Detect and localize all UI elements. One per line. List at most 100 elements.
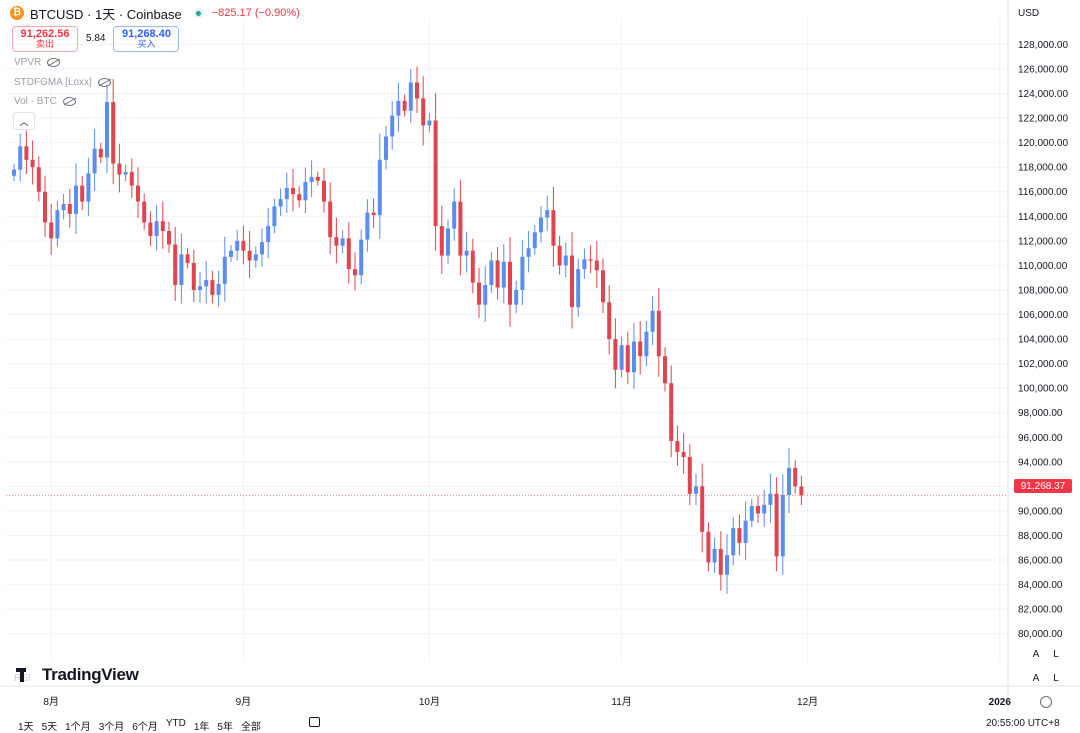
candle-body — [148, 222, 153, 236]
collapse-indicators-button[interactable]: ︿ — [13, 112, 35, 130]
candle-body — [198, 286, 202, 290]
currency-label: USD — [1018, 7, 1040, 19]
y-tick-label: 110,000.00 — [1018, 261, 1068, 272]
range-6m[interactable]: 6个月 — [132, 722, 158, 733]
candle-body — [508, 261, 512, 305]
candle-body — [291, 188, 295, 195]
candle — [613, 318, 618, 389]
candle-body — [67, 204, 72, 214]
currency-selector[interactable]: USD — [1012, 4, 1072, 22]
eye-off-icon[interactable] — [47, 58, 61, 67]
candle-body — [470, 250, 475, 283]
candle — [328, 182, 333, 255]
auto-scale-button[interactable]: A — [1032, 648, 1040, 660]
range-1m[interactable]: 1个月 — [65, 722, 91, 733]
y-tick-label: 84,000.00 — [1018, 580, 1063, 591]
indicator-vpvr[interactable]: VPVR — [14, 57, 61, 68]
candle — [632, 323, 636, 389]
y-tick-label: 122,000.00 — [1018, 114, 1068, 125]
candle-body — [712, 549, 717, 563]
bitcoin-icon: ₿ — [10, 6, 24, 20]
y-tick-label: 100,000.00 — [1018, 384, 1068, 395]
candle-body — [433, 120, 438, 227]
candle-body — [700, 486, 705, 532]
log-scale-button-lower[interactable]: L — [1053, 672, 1059, 684]
range-5d[interactable]: 5天 — [41, 722, 58, 733]
candle-body — [284, 188, 289, 200]
candle-body — [731, 528, 736, 556]
candle — [582, 248, 587, 279]
candle — [111, 79, 116, 185]
candle — [489, 251, 494, 293]
candle-body — [694, 486, 698, 494]
log-scale-button[interactable]: L — [1053, 648, 1059, 660]
spread-value: 5.84 — [86, 33, 106, 45]
candle — [780, 474, 785, 576]
candle-body — [439, 226, 444, 256]
candle — [669, 365, 674, 458]
candle — [179, 233, 184, 304]
range-1d[interactable]: 1天 — [18, 722, 34, 733]
y-tick-label: 82,000.00 — [1018, 605, 1063, 616]
candle — [142, 193, 147, 230]
candle — [198, 271, 202, 303]
chart-header: ₿ BTCUSD · 1天 · Coinbase −825.17 (−0.90%… — [10, 4, 300, 22]
tradingview-logo[interactable]: TradingView — [16, 665, 139, 685]
indicator-stdfgma[interactable]: STDFGMA [Loxx] — [14, 77, 111, 88]
candle — [557, 235, 562, 275]
y-tick-label: 126,000.00 — [1018, 64, 1068, 75]
candle — [253, 246, 258, 268]
y-tick-label: 102,000.00 — [1018, 359, 1068, 370]
candle — [508, 237, 512, 327]
candle — [427, 112, 432, 133]
indicator-volume[interactable]: Vol · BTC — [14, 96, 76, 107]
sell-button[interactable]: 91,262.56 卖出 — [12, 26, 78, 52]
candle-body — [235, 240, 240, 251]
candle-body — [452, 201, 457, 229]
current-price-label: 91,268.37 — [1014, 479, 1072, 493]
range-ytd[interactable]: YTD — [165, 718, 186, 729]
x-tick-label: 11月 — [611, 696, 631, 708]
candle-body — [18, 146, 23, 170]
candle-body — [638, 341, 643, 357]
indicator-label: Vol · BTC — [14, 96, 57, 107]
x-tick-label: 10月 — [419, 696, 440, 708]
range-1y[interactable]: 1年 — [193, 722, 210, 733]
candle — [241, 225, 246, 265]
time-readout[interactable]: 20:55:00 UTC+8 — [986, 718, 1060, 729]
candle — [563, 242, 568, 278]
candle — [92, 129, 97, 192]
candle — [774, 477, 779, 572]
range-5y[interactable]: 5年 — [217, 722, 233, 733]
candle-body — [154, 221, 159, 236]
eye-off-icon[interactable] — [62, 97, 76, 106]
candle-body — [625, 345, 630, 373]
candle — [625, 331, 630, 385]
range-3m[interactable]: 3个月 — [98, 722, 125, 733]
candle — [154, 205, 159, 251]
bottom-toolbar: 1天 5天 1个月 3个月 6个月 YTD 1年 5年 全部 20:55:00 … — [0, 712, 1080, 733]
auto-scale-button-lower[interactable]: A — [1032, 672, 1040, 684]
calendar-icon[interactable] — [309, 717, 320, 727]
symbol-title[interactable]: BTCUSD · 1天 · Coinbase — [30, 6, 182, 22]
candle-body — [644, 331, 649, 357]
candle — [402, 94, 407, 117]
candle-body — [353, 269, 357, 276]
candle — [433, 93, 438, 251]
candle — [799, 475, 804, 505]
candle-body — [160, 221, 165, 232]
candle-body — [74, 185, 78, 214]
candle-body — [377, 159, 382, 216]
settings-icon[interactable] — [1040, 696, 1052, 708]
candle — [377, 133, 382, 239]
candle-body — [514, 289, 519, 305]
eye-off-icon[interactable] — [97, 78, 111, 87]
candle — [123, 164, 128, 182]
y-tick-label: 86,000.00 — [1018, 556, 1063, 567]
range-all[interactable]: 全部 — [240, 722, 261, 733]
candle-body — [774, 493, 779, 557]
y-tick-label: 114,000.00 — [1018, 212, 1068, 223]
candle-body — [322, 180, 326, 202]
buy-button[interactable]: 91,268.40 买入 — [113, 26, 180, 52]
